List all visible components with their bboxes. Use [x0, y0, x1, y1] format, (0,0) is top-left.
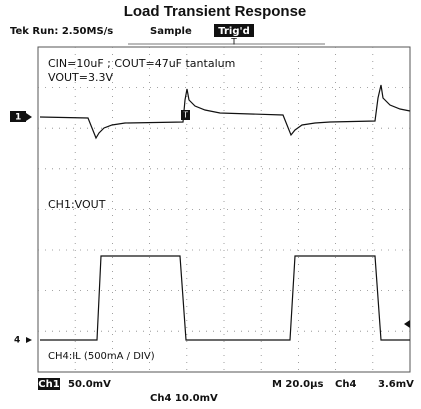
- mode: Sample: [150, 26, 192, 37]
- trigger-marker: T: [230, 38, 237, 48]
- ch1-box-label: Ch1: [38, 379, 59, 390]
- trig-point: T: [182, 111, 188, 120]
- trigger-level-arrow: [404, 320, 410, 328]
- status: Tek Run: 2.50MS/s: [10, 26, 113, 37]
- trigger-box: [214, 24, 254, 37]
- title: Load Transient Response: [124, 3, 307, 20]
- ch1-arrow: [26, 113, 32, 121]
- ch1-label: CH1:VOUT: [48, 198, 106, 211]
- caps-label: CIN=10uF ; COUT=47uF tantalum: [48, 57, 235, 70]
- ch4-scale: Ch4 10.0mV: [150, 393, 218, 404]
- ch4-label: CH4:IL (500mA / DIV): [48, 351, 155, 362]
- ch4-trace: [40, 255, 410, 341]
- ch4-marker: 4: [14, 336, 20, 346]
- ch1-scale: 50.0mV: [68, 379, 111, 390]
- trigger-level: 3.6mV: [378, 379, 414, 390]
- trig-point-box: [181, 110, 190, 120]
- ch1-box: [38, 378, 60, 390]
- trigger-source: Ch4: [335, 379, 356, 390]
- ch1-marker: 1: [15, 113, 21, 123]
- ch4-arrow: [26, 337, 32, 343]
- trigger: Trig'd: [218, 26, 249, 37]
- timebase: M 20.0µs: [272, 379, 323, 390]
- ch1-marker-box: [10, 111, 26, 122]
- vout-label: VOUT=3.3V: [48, 71, 113, 84]
- ch1-trace: [39, 84, 411, 140]
